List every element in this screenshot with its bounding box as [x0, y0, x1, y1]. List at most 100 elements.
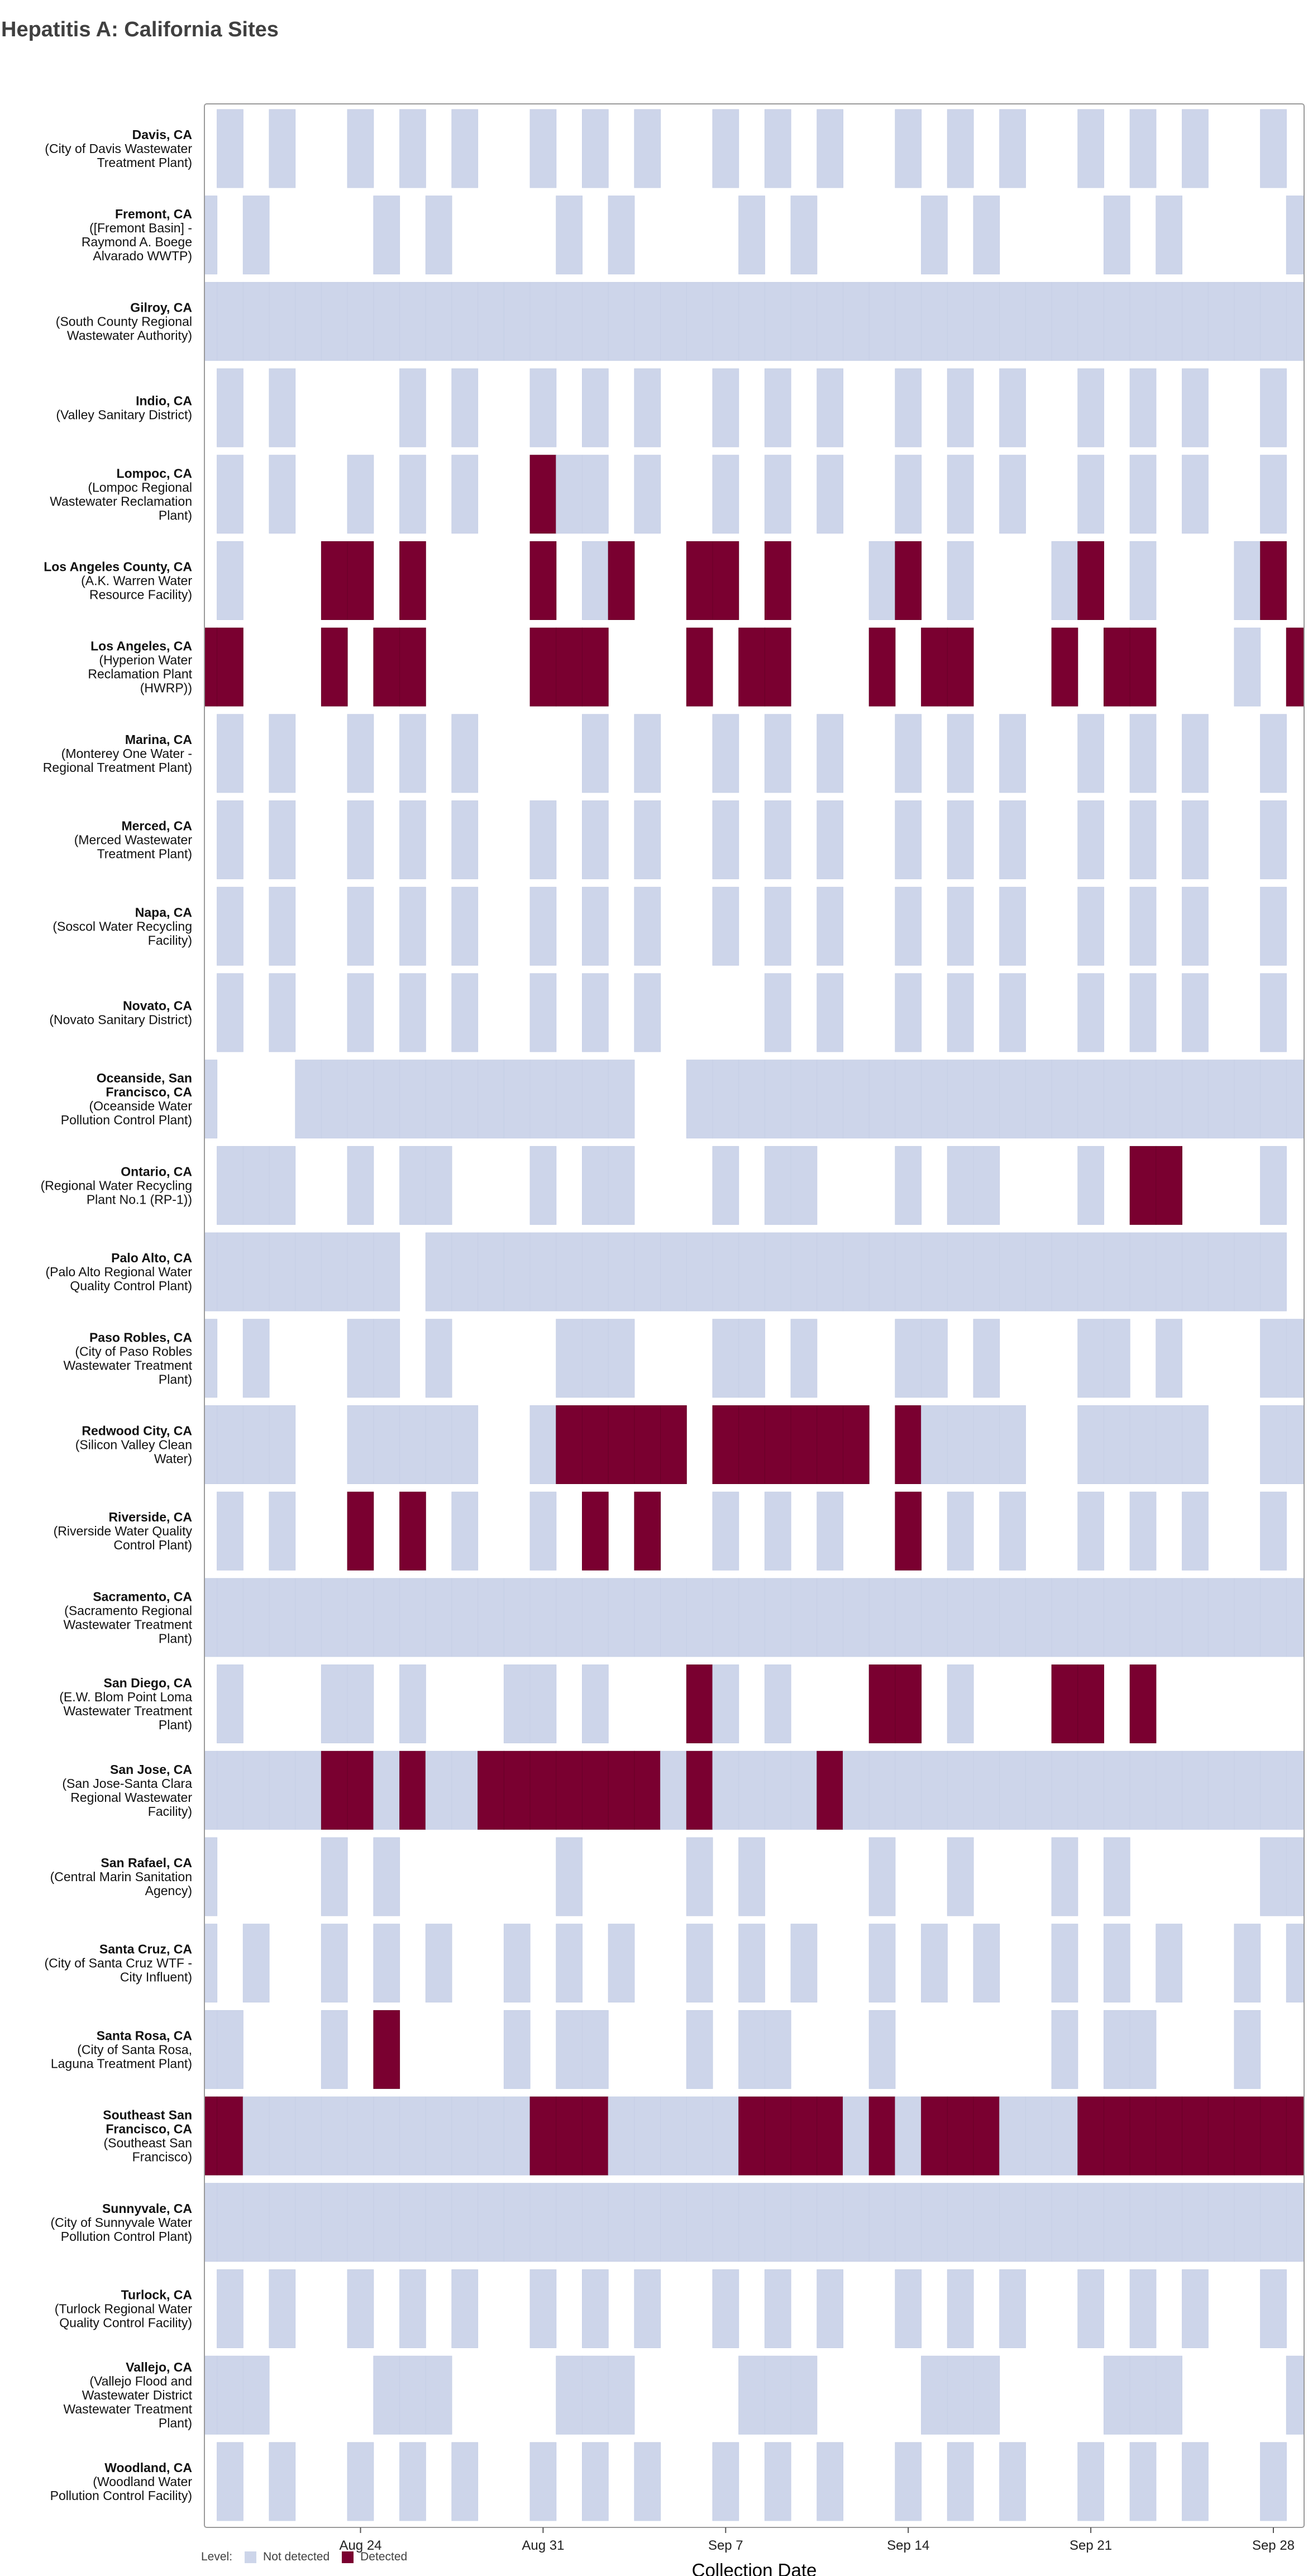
cell-vallejo-ca-2025-09-08-not-detected: [738, 2355, 765, 2435]
cell-oceanside-san-francisco-ca-2025-09-20-not-detected: [1051, 1060, 1078, 1139]
cell-san-diego-ca-2025-09-07-not-detected: [712, 1664, 739, 1744]
cell-indio-ca-2025-09-16-not-detected: [947, 368, 974, 447]
cell-napa-ca-2025-09-04-not-detected: [634, 886, 661, 966]
cell-san-diego-ca-2025-09-02-not-detected: [582, 1664, 609, 1744]
cell-sunnyvale-ca-2025-08-25-not-detected: [373, 2183, 400, 2262]
cell-marina-ca-2025-09-02-not-detected: [582, 714, 609, 793]
cell-oceanside-san-francisco-ca-2025-09-17-not-detected: [973, 1060, 1000, 1139]
cell-indio-ca-2025-08-26-not-detected: [399, 368, 426, 447]
cell-gilroy-ca-2025-09-03-not-detected: [608, 282, 635, 361]
cell-sunnyvale-ca-2025-08-23-not-detected: [321, 2183, 348, 2262]
cell-oceanside-san-francisco-ca-2025-09-03-not-detected: [608, 1060, 635, 1139]
cell-palo-alto-ca-2025-09-20-not-detected: [1051, 1232, 1078, 1311]
cell-san-rafael-ca-2025-08-25-not-detected: [373, 1837, 400, 1916]
cell-los-angeles-ca-2025-09-06-detected: [686, 627, 713, 707]
cell-paso-robles-ca-2025-08-20-not-detected: [242, 1319, 270, 1398]
cell-marina-ca-2025-09-23-not-detected: [1129, 714, 1157, 793]
cell-turlock-ca-2025-08-26-not-detected: [399, 2269, 426, 2348]
cell-san-diego-ca-2025-09-13-detected: [868, 1664, 896, 1744]
cell-redwood-city-ca-2025-09-17-not-detected: [973, 1405, 1000, 1484]
cell-davis-ca-2025-09-09-not-detected: [764, 109, 791, 188]
cell-marina-ca-2025-08-24-not-detected: [347, 714, 374, 793]
cell-los-angeles-ca-2025-09-01-detected: [556, 627, 583, 707]
cell-riverside-ca-2025-09-04-detected: [634, 1491, 661, 1571]
cell-oceanside-san-francisco-ca-2025-09-26-not-detected: [1207, 1060, 1235, 1139]
site-name-fremont-ca-0: Fremont, CA: [115, 207, 192, 221]
cell-palo-alto-ca-2025-08-27-not-detected: [425, 1232, 452, 1311]
cell-oceanside-san-francisco-ca-2025-09-12-not-detected: [843, 1060, 870, 1139]
site-facility-san-diego-ca-1: (E.W. Blom Point Loma: [59, 1690, 192, 1704]
site-facility-vallejo-ca-2: Wastewater District: [82, 2388, 193, 2402]
cell-davis-ca-2025-09-04-not-detected: [634, 109, 661, 188]
cell-san-jose-ca-2025-09-01-detected: [556, 1750, 583, 1830]
cell-redwood-city-ca-2025-09-21-not-detected: [1077, 1405, 1105, 1484]
cell-palo-alto-ca-2025-09-04-not-detected: [634, 1232, 661, 1311]
cell-oceanside-san-francisco-ca-2025-09-15-not-detected: [921, 1060, 948, 1139]
cell-lompoc-ca-2025-09-25-not-detected: [1182, 455, 1209, 534]
cell-paso-robles-ca-2025-08-27-not-detected: [425, 1319, 452, 1398]
cell-davis-ca-2025-08-19-not-detected: [217, 109, 244, 188]
cell-vallejo-ca-2025-08-27-not-detected: [425, 2355, 452, 2435]
site-name-santa-cruz-ca-0: Santa Cruz, CA: [99, 1942, 192, 1957]
site-name-san-diego-ca-0: San Diego, CA: [104, 1676, 192, 1690]
cell-sacramento-ca-2025-09-16-not-detected: [947, 1578, 974, 1657]
site-name-woodland-ca-0: Woodland, CA: [104, 2460, 192, 2475]
cell-gilroy-ca-2025-09-12-not-detected: [843, 282, 870, 361]
cell-sacramento-ca-2025-09-12-not-detected: [843, 1578, 870, 1657]
cell-sacramento-ca-2025-09-01-not-detected: [556, 1578, 583, 1657]
cell-san-diego-ca-2025-09-16-not-detected: [947, 1664, 974, 1744]
cell-marina-ca-2025-09-25-not-detected: [1182, 714, 1209, 793]
cell-san-rafael-ca-2025-08-23-not-detected: [321, 1837, 348, 1916]
cell-san-rafael-ca-2025-09-28-not-detected: [1260, 1837, 1287, 1916]
cell-palo-alto-ca-2025-08-18-not-detected: [204, 1232, 218, 1311]
cell-gilroy-ca-2025-09-28-not-detected: [1260, 282, 1287, 361]
cell-gilroy-ca-2025-08-24-not-detected: [347, 282, 374, 361]
cell-turlock-ca-2025-08-28-not-detected: [451, 2269, 479, 2348]
cell-merced-ca-2025-08-24-not-detected: [347, 800, 374, 880]
cell-sunnyvale-ca-2025-09-10-not-detected: [790, 2183, 818, 2262]
cell-san-diego-ca-2025-09-06-detected: [686, 1664, 713, 1744]
cell-santa-rosa-ca-2025-09-27-not-detected: [1234, 2010, 1261, 2089]
site-facility-merced-ca-1: (Merced Wastewater: [74, 833, 193, 847]
site-name-davis-ca-0: Davis, CA: [132, 127, 192, 142]
cell-lompoc-ca-2025-08-21-not-detected: [269, 455, 296, 534]
cell-marina-ca-2025-09-16-not-detected: [947, 714, 974, 793]
cell-woodland-ca-2025-09-09-not-detected: [764, 2442, 791, 2521]
cell-woodland-ca-2025-09-18-not-detected: [999, 2442, 1026, 2521]
cell-sunnyvale-ca-2025-09-04-not-detected: [634, 2183, 661, 2262]
cell-novato-ca-2025-08-19-not-detected: [217, 973, 244, 1052]
cell-oceanside-san-francisco-ca-2025-09-25-not-detected: [1182, 1060, 1209, 1139]
cell-gilroy-ca-2025-09-17-not-detected: [973, 282, 1000, 361]
cell-southeast-san-francisco-ca-2025-09-18-not-detected: [999, 2096, 1026, 2176]
chart-title: Hepatitis A: California Sites: [1, 18, 279, 41]
cell-los-angeles-ca-2025-09-22-detected: [1104, 627, 1130, 707]
cell-gilroy-ca-2025-09-05-not-detected: [660, 282, 687, 361]
cell-oceanside-san-francisco-ca-2025-08-27-not-detected: [425, 1060, 452, 1139]
cell-gilroy-ca-2025-08-18-not-detected: [204, 282, 218, 361]
cell-indio-ca-2025-08-19-not-detected: [217, 368, 244, 447]
cell-southeast-san-francisco-ca-2025-09-27-detected: [1234, 2096, 1261, 2176]
cell-san-diego-ca-2025-09-14-detected: [895, 1664, 922, 1744]
cell-sunnyvale-ca-2025-08-21-not-detected: [269, 2183, 296, 2262]
x-tick-label-sep-28: Sep 28: [1252, 2538, 1295, 2553]
site-name-marina-ca-0: Marina, CA: [125, 732, 192, 747]
cell-novato-ca-2025-08-21-not-detected: [269, 973, 296, 1052]
cell-novato-ca-2025-09-23-not-detected: [1129, 973, 1157, 1052]
site-facility-woodland-ca-2: Pollution Control Facility): [50, 2488, 192, 2503]
site-facility-sacramento-ca-3: Plant): [159, 1631, 192, 1645]
cell-sunnyvale-ca-2025-08-18-not-detected: [204, 2183, 218, 2262]
cell-southeast-san-francisco-ca-2025-09-24-detected: [1156, 2096, 1183, 2176]
cell-palo-alto-ca-2025-09-02-not-detected: [582, 1232, 609, 1311]
site-facility-riverside-ca-2: Control Plant): [113, 1538, 192, 1552]
site-facility-santa-cruz-ca-1: (City of Santa Cruz WTF -: [44, 1956, 192, 1971]
cell-palo-alto-ca-2025-08-23-not-detected: [321, 1232, 348, 1311]
cell-gilroy-ca-2025-09-15-not-detected: [921, 282, 948, 361]
cell-napa-ca-2025-09-25-not-detected: [1182, 886, 1209, 966]
site-name-san-jose-ca-0: San Jose, CA: [110, 1762, 192, 1777]
cell-los-angeles-ca-2025-09-20-detected: [1051, 627, 1078, 707]
cell-paso-robles-ca-2025-09-17-not-detected: [973, 1319, 1000, 1398]
cell-san-jose-ca-2025-09-13-not-detected: [868, 1750, 896, 1830]
cell-san-rafael-ca-2025-09-06-not-detected: [686, 1837, 713, 1916]
cell-fremont-ca-2025-08-18-not-detected: [204, 195, 218, 275]
cell-sunnyvale-ca-2025-09-25-not-detected: [1182, 2183, 1209, 2262]
